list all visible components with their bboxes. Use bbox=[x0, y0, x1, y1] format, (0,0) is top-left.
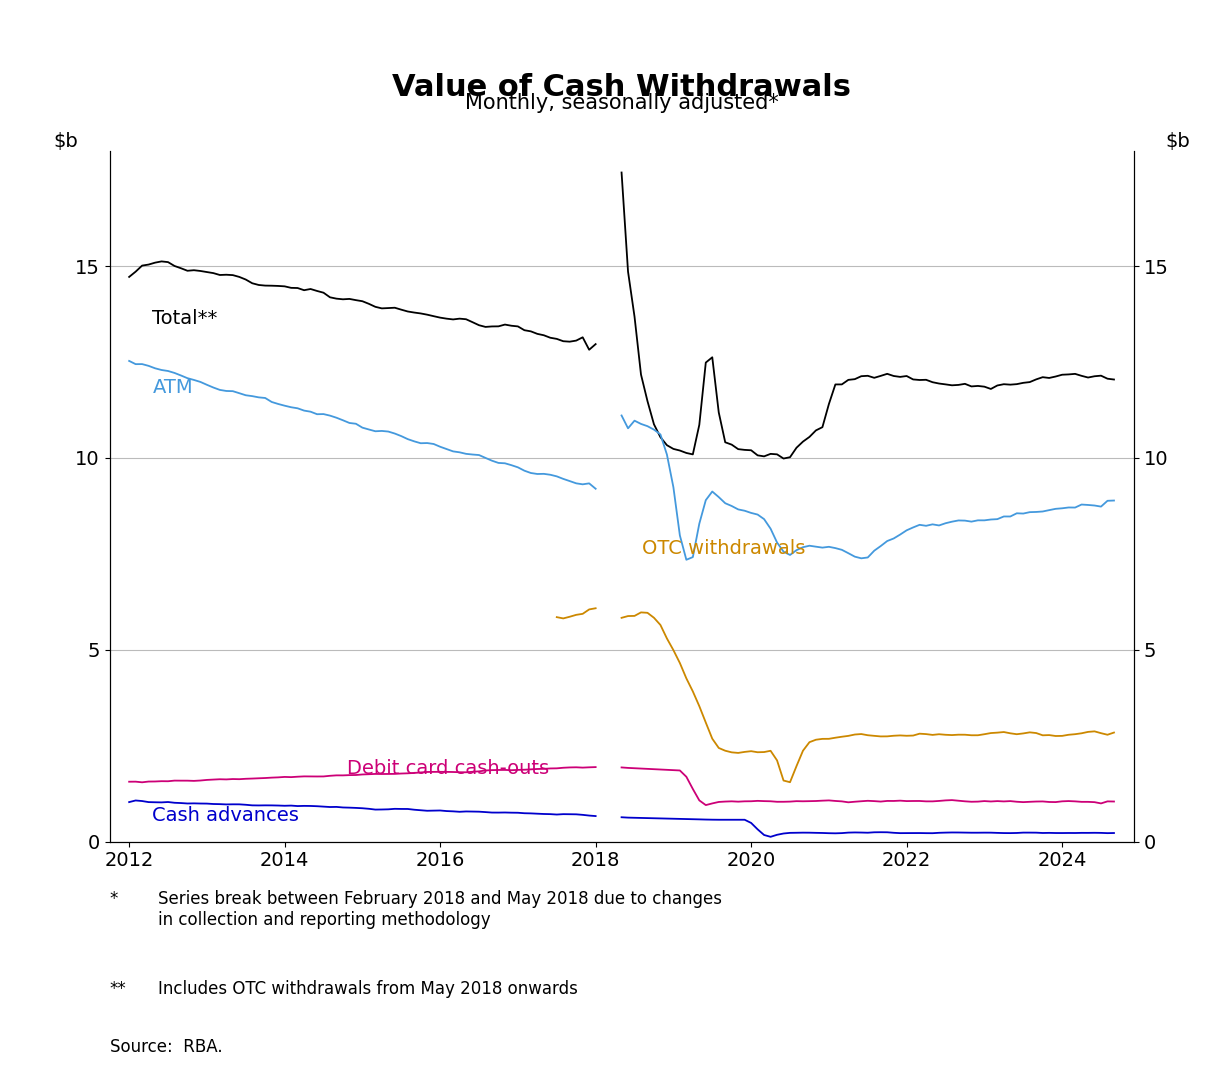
Text: Debit card cash-outs: Debit card cash-outs bbox=[347, 760, 549, 778]
Title: Value of Cash Withdrawals: Value of Cash Withdrawals bbox=[393, 72, 851, 101]
Text: Total**: Total** bbox=[152, 309, 218, 328]
Text: Monthly, seasonally adjusted*: Monthly, seasonally adjusted* bbox=[464, 93, 779, 113]
Text: Includes OTC withdrawals from May 2018 onwards: Includes OTC withdrawals from May 2018 o… bbox=[158, 981, 578, 998]
Text: OTC withdrawals: OTC withdrawals bbox=[642, 538, 806, 558]
Text: $b: $b bbox=[1165, 132, 1190, 151]
Text: $b: $b bbox=[54, 132, 78, 151]
Text: Series break between February 2018 and May 2018 due to changes
in collection and: Series break between February 2018 and M… bbox=[158, 890, 723, 929]
Text: **: ** bbox=[110, 981, 127, 998]
Text: Cash advances: Cash advances bbox=[152, 806, 300, 824]
Text: *: * bbox=[110, 890, 118, 909]
Text: Source:  RBA.: Source: RBA. bbox=[110, 1038, 222, 1055]
Text: ATM: ATM bbox=[152, 378, 193, 397]
